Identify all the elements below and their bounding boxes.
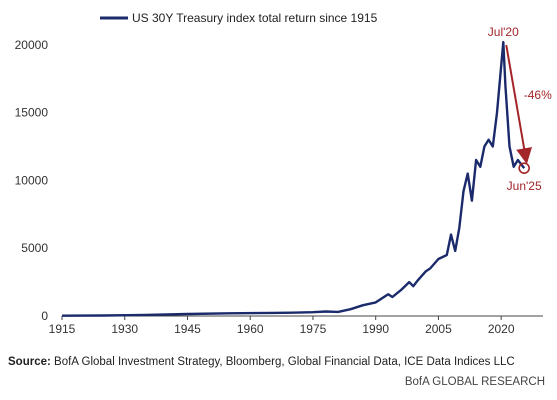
x-tick-label: 1990 bbox=[362, 322, 389, 336]
x-tick-label: 1975 bbox=[300, 322, 327, 336]
legend: US 30Y Treasury index total return since… bbox=[100, 11, 378, 25]
source-text: BofA Global Investment Strategy, Bloombe… bbox=[50, 356, 515, 368]
x-tick-label: 1960 bbox=[237, 322, 264, 336]
annotations: Jul'20 -46% Jun'25 bbox=[488, 25, 552, 193]
y-tick-label: 20000 bbox=[15, 38, 49, 52]
y-tick-label: 5000 bbox=[21, 241, 48, 255]
legend-label: US 30Y Treasury index total return since… bbox=[132, 11, 378, 25]
trough-label: Jun'25 bbox=[507, 179, 542, 193]
x-tick-label: 2020 bbox=[488, 322, 515, 336]
y-tick-label: 10000 bbox=[15, 173, 49, 187]
x-tick-label: 2005 bbox=[425, 322, 452, 336]
x-tick-label: 1915 bbox=[49, 322, 76, 336]
peak-label: Jul'20 bbox=[488, 25, 519, 39]
brand-label: BofA GLOBAL RESEARCH bbox=[404, 376, 545, 388]
x-tick-label: 1945 bbox=[174, 322, 201, 336]
x-axis: 1915 1930 1945 1960 1975 1990 2005 2020 bbox=[49, 315, 543, 336]
trough-marker bbox=[518, 162, 530, 174]
chart-area: US 30Y Treasury index total return since… bbox=[15, 11, 552, 336]
source-note: Source: BofA Global Investment Strategy,… bbox=[8, 356, 515, 368]
y-axis: 0 5000 10000 15000 20000 bbox=[15, 38, 49, 323]
drop-label: -46% bbox=[524, 88, 552, 102]
source-label: Source: bbox=[8, 356, 51, 368]
series-line bbox=[61, 40, 526, 317]
y-tick-label: 15000 bbox=[15, 106, 49, 120]
y-tick-label: 0 bbox=[41, 309, 48, 323]
plot-area bbox=[61, 40, 526, 317]
drawdown-arrow bbox=[505, 44, 533, 165]
x-tick-label: 1930 bbox=[111, 322, 138, 336]
